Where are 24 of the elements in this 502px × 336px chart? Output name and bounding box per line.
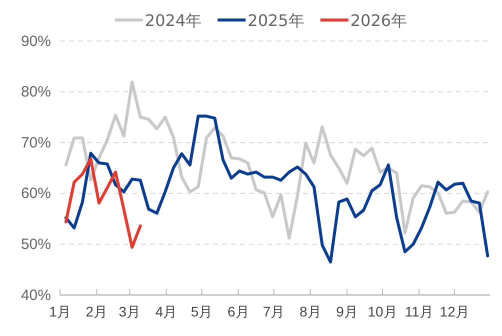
line-series bbox=[64, 157, 142, 249]
x-tick-label: 2月 bbox=[86, 304, 108, 320]
x-tick-label: 7月 bbox=[262, 304, 285, 320]
line-series bbox=[64, 80, 490, 240]
y-tick-label: 90% bbox=[20, 32, 51, 50]
x-tick-label: 8月 bbox=[300, 304, 322, 320]
x-tick-label: 1月 bbox=[49, 304, 71, 320]
legend-label: 2024年 bbox=[144, 11, 202, 30]
x-tick-label: 3月 bbox=[118, 304, 141, 320]
x-tick-label: 12月 bbox=[440, 304, 470, 320]
legend-label: 2026年 bbox=[350, 11, 408, 30]
y-tick-label: 60% bbox=[20, 185, 51, 202]
x-tick-label: 9月 bbox=[336, 304, 358, 320]
y-tick-label: 70% bbox=[20, 134, 51, 152]
x-tick-label: 6月 bbox=[227, 304, 250, 320]
y-tick-label: 50% bbox=[20, 236, 51, 253]
y-tick-label: 80% bbox=[20, 84, 51, 101]
y-tick-label: 40% bbox=[20, 286, 51, 304]
line-series bbox=[64, 114, 490, 264]
x-tick-label: 11月 bbox=[404, 304, 434, 320]
x-tick-label: 10月 bbox=[368, 304, 398, 320]
legend-label: 2025年 bbox=[248, 11, 304, 30]
x-tick-label: 4月 bbox=[155, 304, 178, 320]
x-tick-label: 5月 bbox=[190, 304, 213, 320]
